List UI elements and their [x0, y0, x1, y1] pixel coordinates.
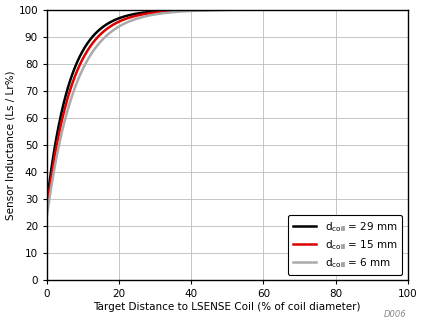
- Legend: d$_\mathregular{coil}$ = 29 mm, d$_\mathregular{coil}$ = 15 mm, d$_\mathregular{: d$_\mathregular{coil}$ = 29 mm, d$_\math…: [288, 215, 402, 275]
- X-axis label: Target Distance to LSENSE Coil (% of coil diameter): Target Distance to LSENSE Coil (% of coi…: [93, 302, 361, 312]
- Y-axis label: Sensor Inductance (Ls / Lr%): Sensor Inductance (Ls / Lr%): [5, 70, 16, 220]
- Text: D006: D006: [384, 310, 406, 319]
